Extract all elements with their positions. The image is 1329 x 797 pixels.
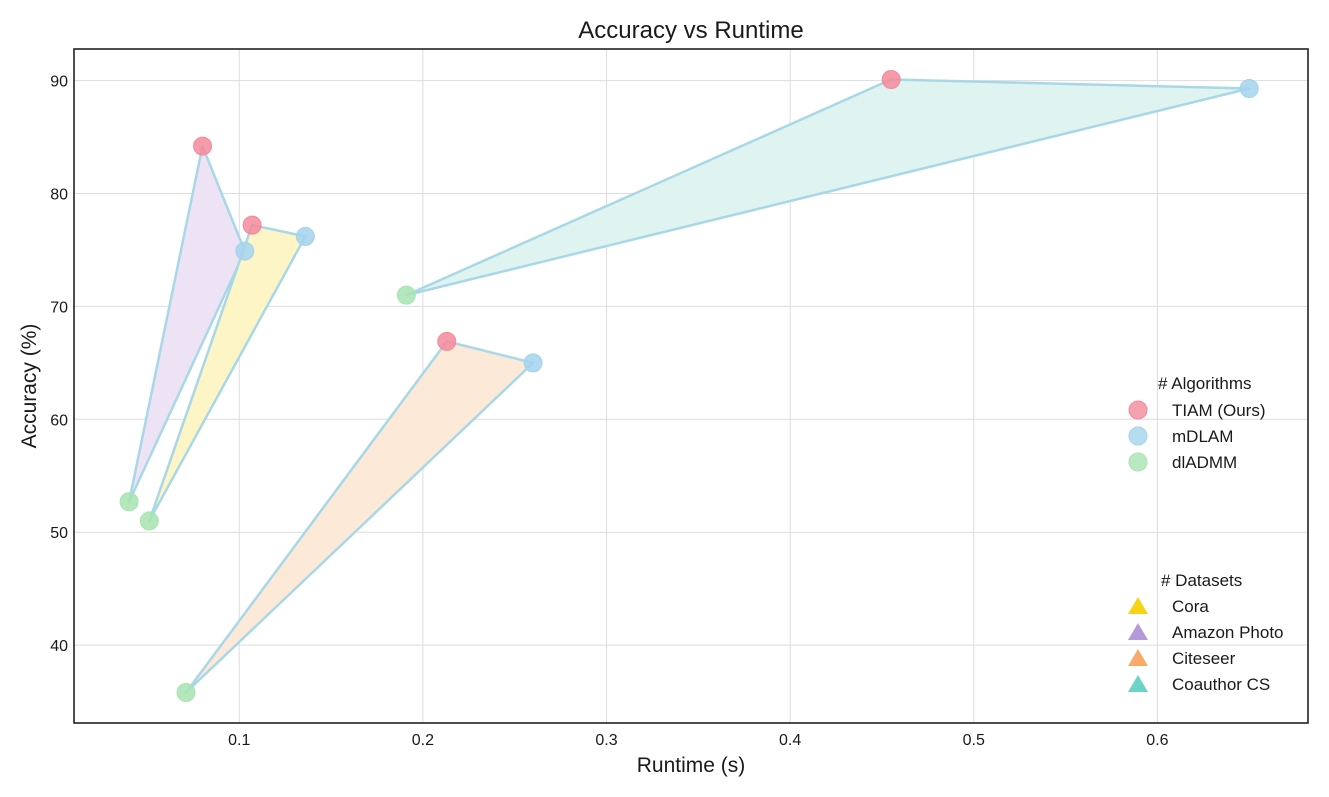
- legend-label-amazon-photo: Amazon Photo: [1172, 623, 1284, 642]
- legend-marker-tiam: [1128, 400, 1148, 420]
- legend-marker-dladmm: [1128, 452, 1148, 472]
- point-citeseer-dladmm: [176, 683, 196, 703]
- point-coauthor-cs-mdlam: [1239, 79, 1259, 99]
- chart-title: Accuracy vs Runtime: [578, 17, 803, 44]
- algorithms-legend: # Algorithms TIAM (Ours) mDLAM dlADMM: [1128, 374, 1266, 472]
- polygon-citeseer: [184, 340, 535, 694]
- legend-marker-cora: [1128, 597, 1148, 614]
- legend-label-coauthor-cs: Coauthor CS: [1172, 675, 1270, 694]
- x-axis-ticks: 0.1 0.2 0.3 0.4 0.5 0.6: [228, 732, 1168, 749]
- point-cora-dladmm: [139, 511, 159, 531]
- x-tick-label: 0.6: [1146, 732, 1168, 749]
- legend-marker-amazon-photo: [1128, 623, 1148, 640]
- data-points: [119, 69, 1259, 703]
- y-axis-ticks: 40 50 60 70 80 90: [50, 74, 68, 655]
- legend-marker-mdlam: [1128, 426, 1148, 446]
- point-amazon-photo-dladmm: [119, 492, 139, 512]
- point-citeseer-mdlam: [523, 353, 543, 373]
- datasets-legend: # Datasets Cora Amazon Photo Citeseer Co…: [1128, 571, 1284, 694]
- point-citeseer-tiam-ours: [437, 331, 457, 351]
- y-tick-label: 70: [50, 299, 68, 316]
- point-cora-mdlam: [295, 226, 315, 246]
- y-tick-label: 40: [50, 638, 68, 655]
- algorithms-legend-title: # Algorithms: [1158, 374, 1252, 393]
- y-axis-label: Accuracy (%): [18, 324, 41, 449]
- point-coauthor-cs-tiam-ours: [881, 69, 901, 89]
- x-tick-label: 0.2: [412, 732, 434, 749]
- x-tick-label: 0.5: [963, 732, 985, 749]
- point-amazon-photo-tiam-ours: [193, 136, 213, 156]
- y-tick-label: 60: [50, 412, 68, 429]
- legend-label-dladmm: dlADMM: [1172, 453, 1237, 472]
- y-tick-label: 90: [50, 74, 68, 91]
- datasets-legend-title: # Datasets: [1161, 571, 1242, 590]
- legend-marker-coauthor-cs: [1128, 675, 1148, 692]
- legend-label-cora: Cora: [1172, 597, 1209, 616]
- legend-marker-citeseer: [1128, 649, 1148, 666]
- polygon-cora: [148, 223, 307, 523]
- dataset-polygons: [127, 78, 1251, 694]
- legend-label-tiam: TIAM (Ours): [1172, 401, 1266, 420]
- x-tick-label: 0.1: [228, 732, 250, 749]
- x-axis-label: Runtime (s): [637, 754, 746, 777]
- point-amazon-photo-mdlam: [235, 241, 255, 261]
- polygon-amazon-photo: [127, 144, 247, 503]
- point-cora-tiam-ours: [242, 215, 262, 235]
- y-tick-label: 50: [50, 525, 68, 542]
- x-tick-label: 0.3: [595, 732, 617, 749]
- grid: [74, 49, 1308, 723]
- polygon-coauthor-cs: [405, 78, 1251, 297]
- point-coauthor-cs-dladmm: [396, 285, 416, 305]
- y-tick-label: 80: [50, 187, 68, 204]
- legend-label-citeseer: Citeseer: [1172, 649, 1236, 668]
- legend-label-mdlam: mDLAM: [1172, 427, 1233, 446]
- x-tick-label: 0.4: [779, 732, 801, 749]
- plot-frame: [73, 48, 1309, 724]
